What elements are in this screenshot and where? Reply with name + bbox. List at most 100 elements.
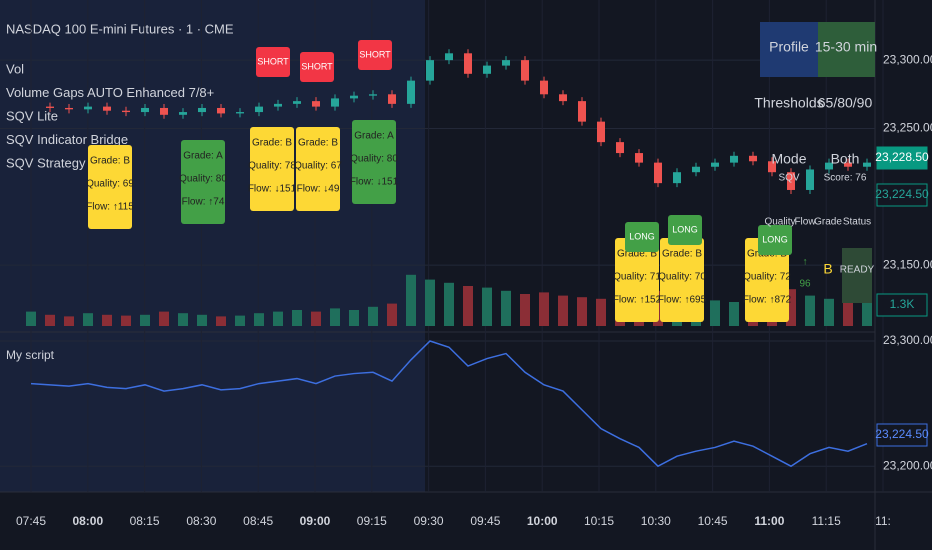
table-text: Profile — [769, 39, 809, 55]
volume-bar — [102, 314, 112, 326]
price-badge-text: 1.3K — [890, 297, 915, 311]
candle-body — [350, 95, 358, 99]
grade-text: Flow: ↑74 — [182, 197, 225, 208]
candle-body — [388, 94, 396, 104]
signal-text: SHORT — [257, 56, 289, 66]
volume-bar — [235, 315, 245, 326]
price-badge — [876, 183, 928, 207]
candle-body — [540, 80, 548, 95]
candle-body — [616, 142, 624, 154]
candle-body — [749, 155, 757, 162]
candle-body — [160, 107, 168, 115]
x-tick-label: 10:45 — [698, 514, 728, 528]
grade-text: Quality: 70 — [658, 272, 706, 283]
volume-bar — [425, 279, 435, 326]
candle-body — [483, 65, 491, 74]
candle-body — [122, 110, 130, 113]
volume-bar — [558, 295, 568, 326]
grade-text: Quality: 80 — [179, 174, 227, 185]
volume-bar — [539, 292, 549, 326]
volume-bar — [216, 316, 226, 326]
x-tick-label: 09:45 — [470, 514, 500, 528]
y-tick-label: 23,300.00 — [883, 52, 932, 66]
grade-box — [296, 127, 340, 211]
table-text: Flow — [794, 217, 816, 228]
volume-bar — [311, 311, 321, 326]
x-tick-label: 10:30 — [641, 514, 671, 528]
volume-bar — [292, 310, 302, 326]
volume-bar — [140, 314, 150, 326]
x-tick-label: 08:45 — [243, 514, 273, 528]
x-tick-label: 09:00 — [300, 514, 331, 528]
grade-text: Grade: B — [252, 138, 292, 149]
candle-body — [787, 172, 795, 190]
table-text: Both — [831, 151, 860, 167]
candle-body — [407, 80, 415, 104]
grade-box — [181, 140, 225, 224]
table-text: SQV — [778, 173, 799, 184]
signal-box — [358, 40, 392, 70]
grade-text: Grade: A — [183, 151, 223, 162]
volume-bar — [387, 303, 397, 326]
indicator-label: SQV Lite — [6, 108, 58, 123]
y-tick-label: 23,200.00 — [883, 458, 932, 472]
candle-body — [198, 107, 206, 113]
volume-bar — [254, 313, 264, 326]
candle-body — [654, 162, 662, 184]
indicator-label: Vol — [6, 61, 24, 76]
candle-body — [236, 112, 244, 114]
grade-text: Flow: ↑115 — [86, 202, 134, 213]
table-text: Mode — [771, 151, 806, 167]
grade-text: Grade: A — [354, 131, 394, 142]
candle-body — [65, 107, 73, 110]
candle-body — [103, 106, 111, 111]
candle-body — [331, 98, 339, 107]
volume-bar — [178, 313, 188, 326]
candle-body — [369, 94, 377, 96]
volume-bar — [710, 300, 720, 326]
y-tick-label: 23,250.00 — [883, 121, 932, 135]
grade-text: Quality: 71 — [613, 272, 661, 283]
grade-box — [745, 238, 789, 322]
volume-bar — [368, 306, 378, 326]
table-cell — [818, 22, 875, 77]
signal-box — [256, 47, 290, 77]
x-tick-label: 07:45 — [16, 514, 46, 528]
y-tick-label: 23,300.00 — [883, 333, 932, 347]
volume-bar — [197, 314, 207, 326]
candle-body — [293, 101, 301, 104]
volume-bar — [862, 302, 872, 326]
x-tick-label: 11: — [875, 514, 891, 528]
volume-bar — [501, 290, 511, 326]
candle-body — [521, 60, 529, 81]
volume-bar — [45, 314, 55, 326]
volume-bar — [330, 308, 340, 326]
table-text: Status — [843, 217, 871, 228]
grade-text: Flow: ↑872 — [743, 295, 792, 306]
grade-text: Quality: 78 — [248, 161, 296, 172]
x-tick-label: 10:00 — [527, 514, 558, 528]
session-shade — [0, 0, 425, 492]
candle-body — [502, 60, 510, 66]
grade-text: Flow: ↓49 — [297, 184, 340, 195]
volume-bar — [520, 294, 530, 326]
signal-text: LONG — [762, 234, 788, 244]
table-text: 15-30 min — [815, 39, 877, 55]
signal-box — [625, 222, 659, 252]
table-text: Grade — [814, 217, 842, 228]
grade-text: Quality: 69 — [86, 179, 134, 190]
volume-bar — [482, 287, 492, 326]
volume-bar — [843, 300, 853, 326]
candle-body — [730, 155, 738, 163]
x-tick-label: 11:15 — [812, 514, 841, 528]
chart-title: NASDAQ 100 E-mini Futures · 1 · CME — [6, 21, 234, 36]
candle-body — [312, 101, 320, 107]
price-badge — [876, 146, 928, 170]
candle-body — [863, 162, 871, 167]
grade-text: Quality: 72 — [743, 272, 791, 283]
candle-body — [46, 106, 54, 108]
volume-bar — [121, 315, 131, 326]
x-tick-label: 08:30 — [186, 514, 216, 528]
volume-bar — [596, 298, 606, 326]
